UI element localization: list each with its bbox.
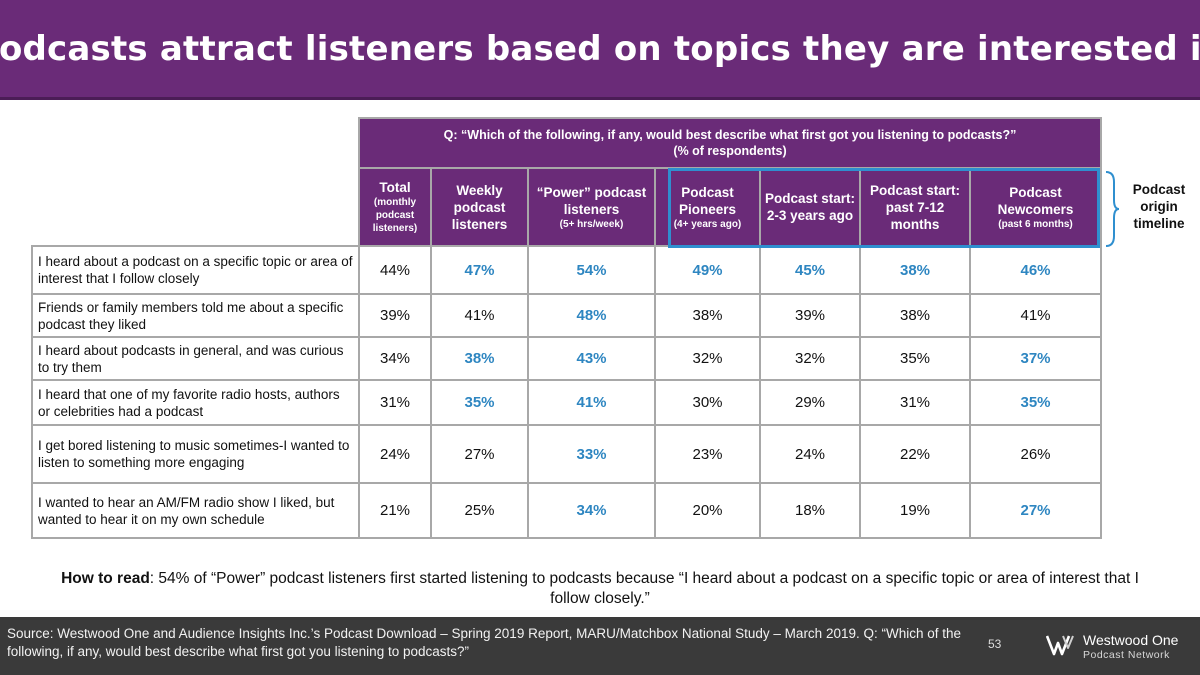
- table-cell: 39%: [358, 293, 432, 338]
- footer: Source: Westwood One and Audience Insigh…: [0, 617, 1200, 675]
- page-title: Podcasts attract listeners based on topi…: [0, 28, 1200, 69]
- table-cell: 32%: [654, 336, 761, 381]
- row-label: I heard about a podcast on a specific to…: [31, 245, 360, 295]
- table-cell: 41%: [968, 293, 1103, 338]
- column-header: Podcast Newcomers (past 6 months): [968, 167, 1103, 247]
- column-header-sublabel: (5+ hrs/week): [559, 218, 624, 230]
- column-header: Podcast Pioneers (4+ years ago): [654, 167, 761, 247]
- column-header: Podcast start: past 7-12 months: [859, 167, 971, 247]
- column-header-label: Podcast start: past 7-12 months: [869, 182, 961, 232]
- source-note: Source: Westwood One and Audience Insigh…: [7, 626, 962, 659]
- row-label: I wanted to hear an AM/FM radio show I l…: [31, 482, 360, 539]
- results-table: Q: “Which of the following, if any, woul…: [31, 117, 1103, 539]
- table-cell: 29%: [759, 379, 861, 426]
- table-cell: 35%: [430, 379, 529, 426]
- how-to-read-label: How to read: [61, 570, 150, 587]
- logo-subtitle: Podcast Network: [1083, 649, 1170, 661]
- table-cell: 18%: [759, 482, 861, 539]
- table-cell: 32%: [759, 336, 861, 381]
- table-corner: [32, 118, 359, 168]
- logo-name: Westwood One: [1083, 632, 1179, 648]
- title-bar: Podcasts attract listeners based on topi…: [0, 0, 1200, 100]
- column-header-label: Podcast Newcomers: [997, 184, 1074, 217]
- column-header-label: Weekly podcast listeners: [451, 182, 508, 232]
- column-header-row: Total (monthly podcast listeners) Weekly p…: [32, 167, 1103, 247]
- table-row: I heard about a podcast on a specific to…: [31, 245, 1103, 295]
- table-cell: 22%: [859, 424, 971, 484]
- question-unit: (% of respondents): [673, 144, 787, 158]
- column-header: “Power” podcast listeners (5+ hrs/week): [527, 167, 656, 247]
- column-header-label: “Power” podcast listeners: [536, 184, 647, 217]
- table-row: I heard that one of my favorite radio ho…: [31, 379, 1103, 426]
- page-number: 53: [988, 637, 1002, 651]
- table-cell: 38%: [859, 293, 971, 338]
- timeline-label: Podcast origin timeline: [1132, 182, 1186, 231]
- table-cell: 31%: [859, 379, 971, 426]
- table-cell: 24%: [759, 424, 861, 484]
- column-header: Weekly podcast listeners: [430, 167, 529, 247]
- table-cell: 34%: [527, 482, 656, 539]
- table-corner: [32, 168, 359, 246]
- table-cell: 30%: [654, 379, 761, 426]
- table-cell: 21%: [358, 482, 432, 539]
- table-cell: 24%: [358, 424, 432, 484]
- how-to-read-note: How to read: 54% of “Power” podcast list…: [40, 569, 1160, 609]
- right-brace-icon: [1105, 171, 1120, 247]
- column-header-sublabel: (4+ years ago): [673, 218, 742, 230]
- table-cell: 38%: [859, 245, 971, 295]
- table-cell: 49%: [654, 245, 761, 295]
- column-header: Podcast start: 2-3 years ago: [759, 167, 861, 247]
- table-cell: 26%: [968, 424, 1103, 484]
- row-label: I get bored listening to music sometimes…: [31, 424, 360, 484]
- table-cell: 35%: [968, 379, 1103, 426]
- table-cell: 47%: [430, 245, 529, 295]
- table-cell: 34%: [358, 336, 432, 381]
- column-header: Total (monthly podcast listeners): [358, 167, 432, 247]
- westwood-one-logo: Westwood One Podcast Network: [1046, 631, 1186, 665]
- question-row: Q: “Which of the following, if any, woul…: [32, 117, 1103, 169]
- row-label: I heard that one of my favorite radio ho…: [31, 379, 360, 426]
- logo-mark-icon: [1046, 635, 1074, 656]
- table-cell: 33%: [527, 424, 656, 484]
- table-cell: 39%: [759, 293, 861, 338]
- column-header-label: Total: [379, 180, 411, 195]
- column-header-label: Podcast Pioneers: [678, 184, 737, 217]
- table-cell: 43%: [527, 336, 656, 381]
- table-cell: 46%: [968, 245, 1103, 295]
- table-cell: 20%: [654, 482, 761, 539]
- table-cell: 41%: [527, 379, 656, 426]
- column-header-label: Podcast start: 2-3 years ago: [764, 191, 856, 223]
- table-cell: 38%: [430, 336, 529, 381]
- table-row: I heard about podcasts in general, and w…: [31, 336, 1103, 381]
- column-header-sublabel: (monthly podcast listeners): [372, 197, 418, 234]
- table-cell: 45%: [759, 245, 861, 295]
- table-cell: 27%: [968, 482, 1103, 539]
- table-cell: 31%: [358, 379, 432, 426]
- how-to-read-text: : 54% of “Power” podcast listeners first…: [149, 570, 1139, 607]
- table-row: Friends or family members told me about …: [31, 293, 1103, 338]
- row-label: Friends or family members told me about …: [31, 293, 360, 338]
- table-cell: 35%: [859, 336, 971, 381]
- table-body: I heard about a podcast on a specific to…: [31, 245, 1103, 539]
- question-text: Q: “Which of the following, if any, woul…: [443, 128, 1017, 142]
- table-cell: 41%: [430, 293, 529, 338]
- table-cell: 48%: [527, 293, 656, 338]
- table-row: I get bored listening to music sometimes…: [31, 424, 1103, 484]
- question-header: Q: “Which of the following, if any, woul…: [357, 117, 1103, 169]
- table-cell: 38%: [654, 293, 761, 338]
- table-cell: 44%: [358, 245, 432, 295]
- table-cell: 54%: [527, 245, 656, 295]
- table-cell: 19%: [859, 482, 971, 539]
- table-cell: 37%: [968, 336, 1103, 381]
- table-cell: 23%: [654, 424, 761, 484]
- row-label: I heard about podcasts in general, and w…: [31, 336, 360, 381]
- column-header-sublabel: (past 6 months): [998, 218, 1073, 230]
- table-cell: 27%: [430, 424, 529, 484]
- table-row: I wanted to hear an AM/FM radio show I l…: [31, 482, 1103, 539]
- table-cell: 25%: [430, 482, 529, 539]
